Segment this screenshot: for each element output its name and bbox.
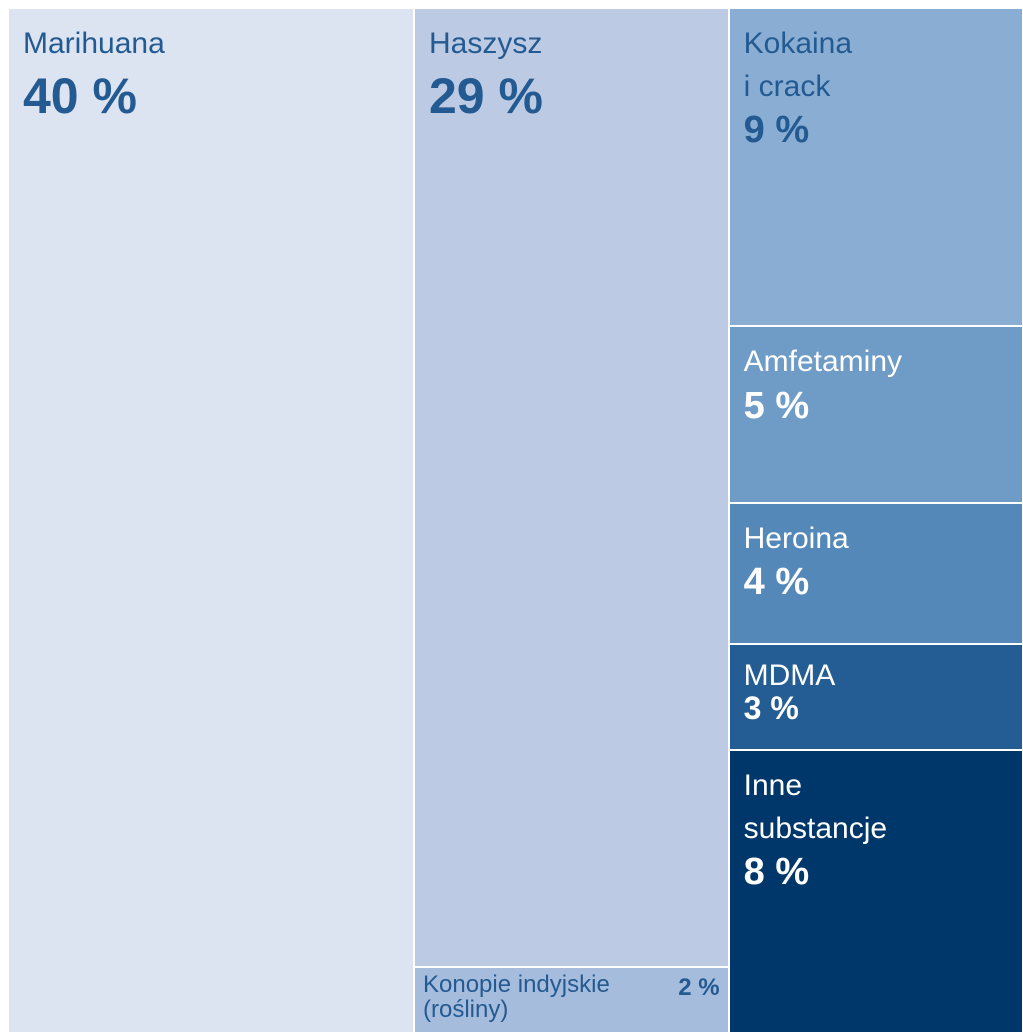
treemap-cell: Konopie indyjskie (rośliny) 2 %	[414, 966, 729, 1033]
cell-label: Haszysz	[429, 27, 543, 60]
cell-label: Marihuana	[23, 27, 165, 60]
cell-label: MDMA	[743, 659, 836, 693]
cell-value: 2 %	[678, 973, 720, 1001]
cell-label: Heroina	[743, 521, 849, 555]
cell-value: 3 %	[743, 690, 799, 727]
cell-value: 8 %	[743, 851, 810, 894]
cell-label: Inne substancje	[743, 769, 888, 845]
cell-value: 9 %	[743, 109, 810, 152]
treemap-cell: Haszysz 29 %	[414, 8, 729, 967]
treemap-cell: MDMA 3 %	[728, 644, 1023, 751]
cell-label: Konopie indyjskie (rośliny)	[423, 970, 610, 1024]
treemap-cell: Kokaina i crack 9 %	[728, 8, 1023, 327]
treemap-cell: Marihuana 40 %	[8, 8, 414, 1033]
cell-value: 29 %	[429, 67, 543, 124]
cell-value: 40 %	[23, 67, 137, 124]
treemap: Marihuana 40 % Haszysz 29 % Konopie indyjski…	[8, 8, 1023, 1033]
cell-value: 4 %	[743, 561, 810, 604]
cell-label: Amfetaminy	[743, 345, 903, 379]
treemap-cell: Inne substancje 8 %	[728, 750, 1023, 1033]
cell-value: 5 %	[743, 384, 810, 427]
treemap-cell: Amfetaminy 5 %	[728, 326, 1023, 503]
treemap-cell: Heroina 4 %	[728, 502, 1023, 645]
cell-label: Kokaina i crack	[743, 27, 853, 103]
